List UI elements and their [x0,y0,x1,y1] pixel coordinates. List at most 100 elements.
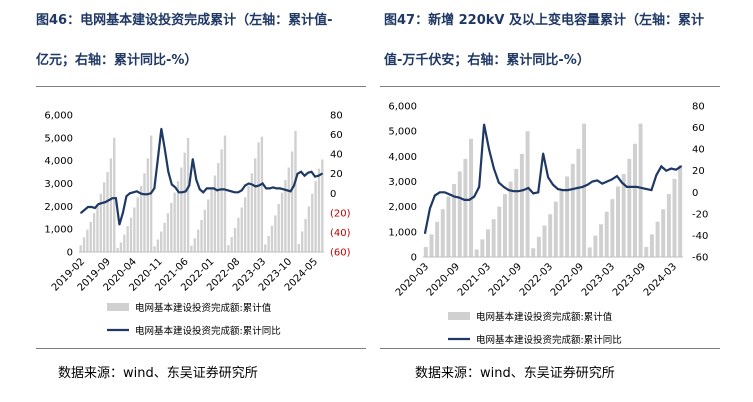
right-bar [632,143,637,257]
right-line-point [507,189,510,192]
right-line-point [512,190,515,193]
right-line-point [640,187,643,189]
left-bar [180,167,183,252]
right-bar [429,234,434,257]
right-bar [666,194,671,257]
left-line-point [289,190,292,193]
right-line-point [566,189,569,192]
left-line-point [90,206,93,208]
left-line-point [163,148,166,151]
left-line-point [111,197,114,200]
right-right-tick-label: 40 [692,145,705,156]
left-bar [200,220,203,252]
left-line-point [118,223,121,226]
left-right-tick-label: 0 [330,189,336,200]
left-line-point [247,182,250,185]
right-bar [649,234,654,257]
left-right-tick-label: 40 [330,150,343,161]
left-line-point [129,192,131,195]
left-line-point [142,193,145,196]
left-line-point [156,158,159,160]
right-line-point [552,183,554,186]
right-line-point [429,207,431,210]
left-bar [190,245,193,252]
right-x-axis: 2020-032020-092021-032021-092022-032022-… [394,256,683,299]
right-bottom-rule [380,348,720,349]
right-line-point [581,185,584,188]
right-line-point [483,123,485,126]
left-bar [203,209,207,252]
left-chart-title-line1: 图46：电网基本建设投资完成累计（左轴：累计值- [36,13,333,28]
left-line-point [212,187,215,190]
left-bar [153,246,156,252]
right-line-point [586,183,589,186]
left-bar [250,173,254,252]
right-bar [565,176,570,257]
left-bar [223,135,227,252]
left-bar [82,237,86,252]
right-left-tick-label: 5,000 [388,127,417,138]
left-bottom-rule [36,348,366,349]
left-line-point [149,192,152,195]
left-bar [321,159,324,252]
right-legend-bar-swatch [448,312,470,320]
left-line-point [272,186,274,189]
left-bar [156,239,160,252]
left-left-tick-label: 4,000 [44,156,73,167]
left-chart-title-line2: 亿元；右轴：累计同比-%） [36,53,198,68]
left-bar [287,167,290,252]
left-bar [254,158,257,252]
right-bar [542,225,547,257]
left-line-point [101,202,103,204]
left-line-points [80,127,323,226]
right-x-tick-label: 2022-09 [549,261,586,298]
right-line-point [655,174,658,176]
right-line-point [591,180,594,183]
right-right-tick-label: 60 [692,123,705,134]
left-line-point [209,187,212,190]
right-x-tick-label: 2023-09 [611,261,648,298]
left-line-point [125,195,128,198]
left-line-point [139,192,142,195]
left-bar [166,213,170,252]
left-line-point [205,187,208,190]
left-line-point [230,190,233,193]
left-bar [123,234,126,252]
right-bar [423,246,428,257]
left-line-point [153,187,156,190]
right-bar [508,181,513,257]
left-bar [237,217,240,252]
left-line-point [170,183,173,186]
left-bar [243,197,247,252]
left-bar [92,213,96,252]
right-x-tick-label: 2021-03 [456,261,493,298]
right-line-point [616,175,618,178]
right-line-point [488,148,490,151]
right-line-point [493,167,495,170]
left-bar [230,237,233,252]
right-bar [621,173,626,257]
left-bar [277,204,280,252]
left-line-point [97,203,100,205]
right-line-point [670,167,673,170]
right-bar [638,123,643,258]
left-right-tick-label: 60 [330,130,343,141]
right-line-point [433,194,436,197]
left-bar [99,193,102,252]
left-bar [139,185,143,252]
right-bar [548,214,553,257]
left-line-point [303,174,306,177]
left-line-point [293,184,295,187]
left-bar [314,181,317,252]
right-bar [644,246,649,257]
right-bar [593,235,598,257]
left-right-tick-label: (40) [330,228,351,239]
left-line-point [265,187,268,190]
left-bar [270,225,274,252]
left-bar [119,242,123,252]
left-legend-line-label: 电网基本建设投资完成额:累计同比 [135,325,281,337]
left-line-point [160,127,163,130]
left-bar [106,172,109,252]
left-line-point [80,211,82,214]
right-bar [576,148,581,257]
